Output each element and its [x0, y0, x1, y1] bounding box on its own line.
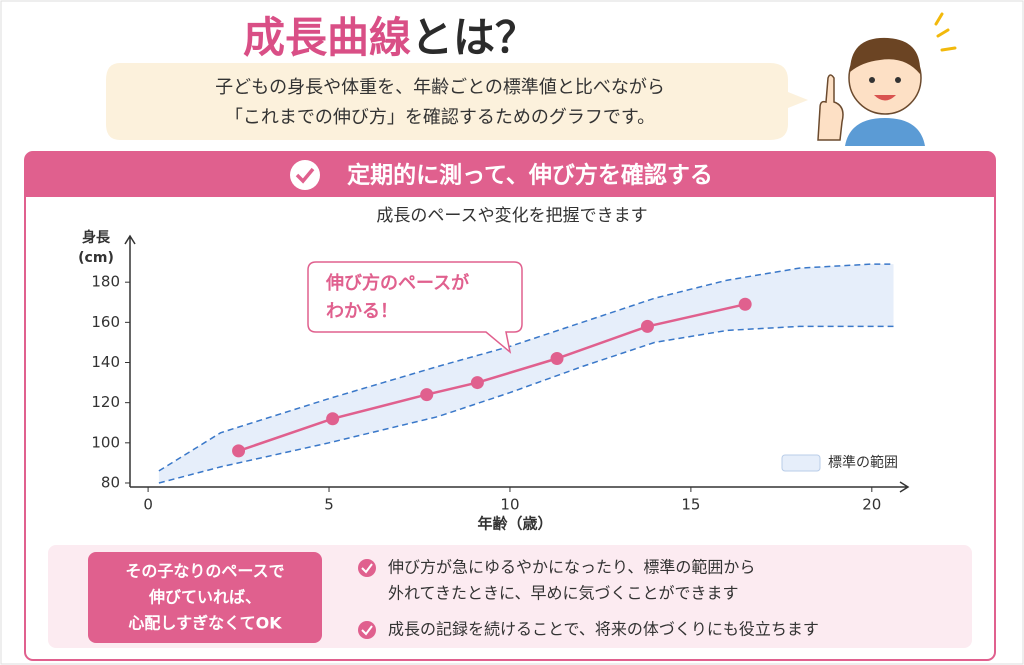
y-axis-label: 身長 — [82, 229, 111, 246]
plot: 80 100 120 140 160 180 0 5 10 15 20 標準の範囲 — [91, 234, 910, 514]
x-tick-label: 10 — [500, 496, 519, 514]
legend-swatch — [781, 454, 821, 472]
band-lower — [158, 325, 894, 484]
standard-band — [158, 264, 894, 483]
legend-label: 標準の範囲 — [828, 454, 898, 471]
x-axis — [130, 481, 910, 493]
check-mark — [295, 167, 315, 184]
note-box — [88, 552, 322, 643]
band-upper — [158, 263, 894, 472]
x-tick-label: 5 — [324, 496, 334, 514]
y-tick-label: 80 — [101, 473, 120, 491]
chart-title: 成長のペースや変化を把握できます — [376, 206, 647, 226]
y-tick-label: 180 — [91, 273, 120, 291]
intro-line: 「これまでの伸び方」を確認するためのグラフです。 — [225, 107, 655, 128]
note-line: 伸びていれば、 — [148, 588, 261, 607]
y-tick-label: 120 — [91, 393, 120, 411]
data-point — [640, 319, 654, 333]
check-icon — [290, 160, 320, 190]
note-line: 心配しすぎなくてOK — [128, 614, 282, 633]
x-axis-label: 年齢（歳） — [477, 515, 552, 533]
x-tick-label: 15 — [681, 496, 700, 514]
note-line: その子なりのペースで — [125, 562, 284, 581]
callout-text: 伸び方のペースが — [325, 272, 469, 294]
data-point — [738, 297, 752, 311]
callout: 伸び方のペースが わかる！ — [307, 261, 523, 354]
y-tick-label: 160 — [91, 313, 120, 331]
data-point — [326, 412, 340, 426]
callout-text: わかる！ — [326, 301, 398, 322]
title-highlight: 成長曲線 — [243, 13, 411, 62]
y-axis-label: (cm) — [78, 250, 114, 266]
data-point — [420, 388, 434, 402]
x-tick-label: 20 — [862, 496, 881, 514]
bullet-text: 外れてきたときに、早めに気づくことができます — [388, 584, 739, 603]
bullet-icon — [358, 559, 376, 577]
y-tick-label: 100 — [91, 433, 120, 451]
boy-illustration — [817, 12, 957, 146]
bullet-text: 伸び方が急にゆるやかになったり、標準の範囲から — [388, 558, 755, 577]
data-point — [470, 376, 484, 390]
data-point — [550, 351, 564, 365]
intro-line: 子どもの身長や体重を、年齢ごとの標準値と比べながら — [215, 77, 665, 98]
bullet-text: 成長の記録を続けることで、将来の体づくりにも役立ちます — [388, 620, 819, 639]
bullet-icon — [358, 621, 376, 639]
intro-bubble — [106, 63, 808, 140]
section-header — [25, 152, 995, 197]
title-rest: とは？ — [411, 13, 537, 62]
section-heading: 定期的に測って、伸び方を確認する — [347, 162, 713, 189]
y-axis — [124, 234, 136, 487]
page-title: 成長曲線とは？ — [243, 13, 537, 62]
x-tick-label: 0 — [143, 496, 153, 514]
y-tick-label: 140 — [91, 353, 120, 371]
data-point — [232, 444, 246, 458]
